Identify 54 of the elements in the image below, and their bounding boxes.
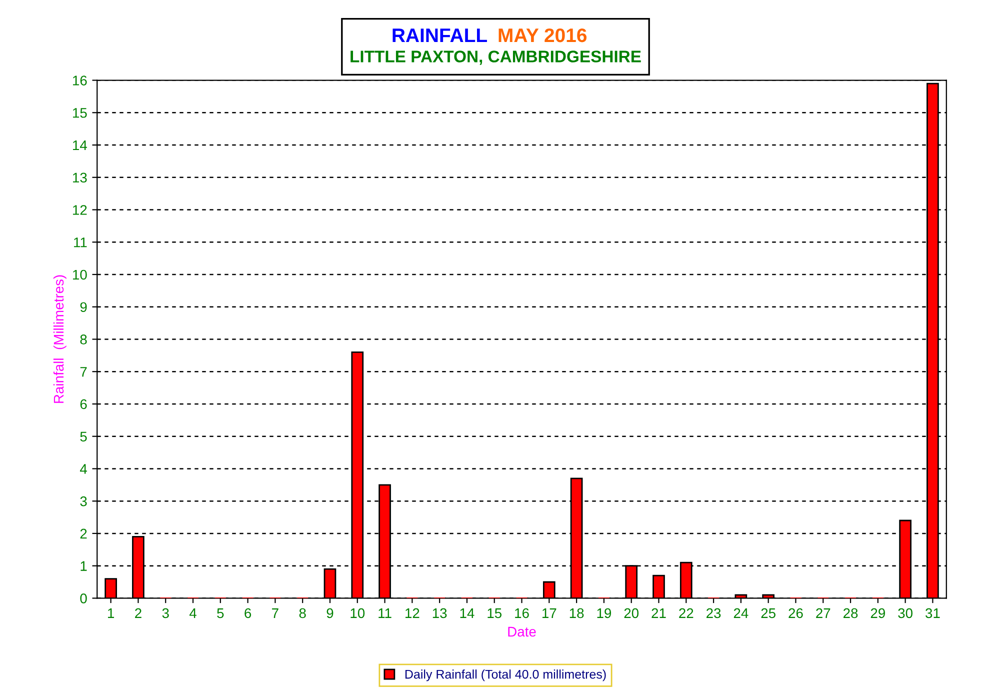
- x-tick-label: 24: [734, 608, 748, 618]
- x-tick-label: 14: [460, 608, 474, 618]
- x-tick-label: 30: [898, 608, 912, 618]
- x-tick-label: 31: [926, 608, 940, 618]
- x-tick-label: 26: [788, 608, 803, 618]
- y-tick-label: 8: [80, 334, 87, 344]
- y-tick-label: 10: [73, 270, 87, 280]
- x-tick-label: 23: [706, 608, 721, 618]
- y-tick-label: 7: [80, 367, 87, 377]
- x-tick-label: 16: [515, 608, 529, 618]
- x-tick-label: 29: [870, 608, 885, 618]
- x-tick-label: 13: [432, 608, 447, 618]
- y-tick-label: 5: [80, 432, 87, 442]
- x-tick-label: 10: [350, 608, 365, 618]
- x-tick-label: 5: [217, 608, 224, 618]
- x-tick-label: 19: [597, 608, 612, 618]
- x-tick-label: 3: [162, 608, 169, 618]
- y-tick-label: 14: [73, 140, 87, 150]
- y-tick-label: 13: [73, 172, 87, 183]
- x-tick-label: 6: [244, 608, 252, 618]
- x-tick-label: 11: [378, 608, 392, 618]
- x-tick-label: 4: [189, 608, 196, 618]
- y-tick-label: 16: [73, 76, 87, 86]
- y-tick-label: 9: [80, 302, 87, 312]
- x-tick-label: 28: [843, 608, 858, 618]
- chart-title: RAINFALL: [392, 28, 487, 42]
- y-tick-label: 2: [80, 528, 87, 538]
- x-tick-label: 8: [299, 608, 306, 618]
- x-tick-label: 12: [406, 608, 420, 618]
- x-tick-label: 22: [679, 608, 694, 618]
- x-tick-label: 1: [108, 608, 114, 618]
- y-tick-label: 6: [80, 399, 87, 410]
- x-tick-label: 18: [570, 608, 584, 618]
- x-tick-label: 7: [272, 608, 278, 618]
- x-tick-label: 25: [761, 608, 776, 618]
- chart-subtitle: LITTLE PAXTON, CAMBRIDGESHIRE: [350, 50, 641, 65]
- y-axis-title: Rainfall (Millimetres): [53, 275, 66, 403]
- y-tick-label: 15: [73, 108, 87, 118]
- y-tick-label: 0: [80, 594, 87, 604]
- x-tick-label: 27: [816, 608, 830, 618]
- x-tick-label: 17: [542, 608, 556, 618]
- x-tick-label: 9: [326, 608, 334, 618]
- text: MAY 2016: [498, 28, 587, 42]
- y-tick-label: 12: [73, 205, 87, 215]
- legend-label: Daily Rainfall (Total 40.0 millimetres): [405, 670, 606, 682]
- x-tick-label: 20: [624, 608, 639, 618]
- x-tick-label: 15: [488, 608, 502, 618]
- x-axis-title: Date: [508, 626, 536, 637]
- y-tick-label: 11: [74, 238, 87, 248]
- y-tick-label: 4: [80, 464, 87, 474]
- y-tick-label: 1: [80, 561, 87, 571]
- y-tick-label: 3: [80, 496, 87, 506]
- x-tick-label: 21: [652, 608, 666, 618]
- x-tick-label: 2: [135, 608, 142, 618]
